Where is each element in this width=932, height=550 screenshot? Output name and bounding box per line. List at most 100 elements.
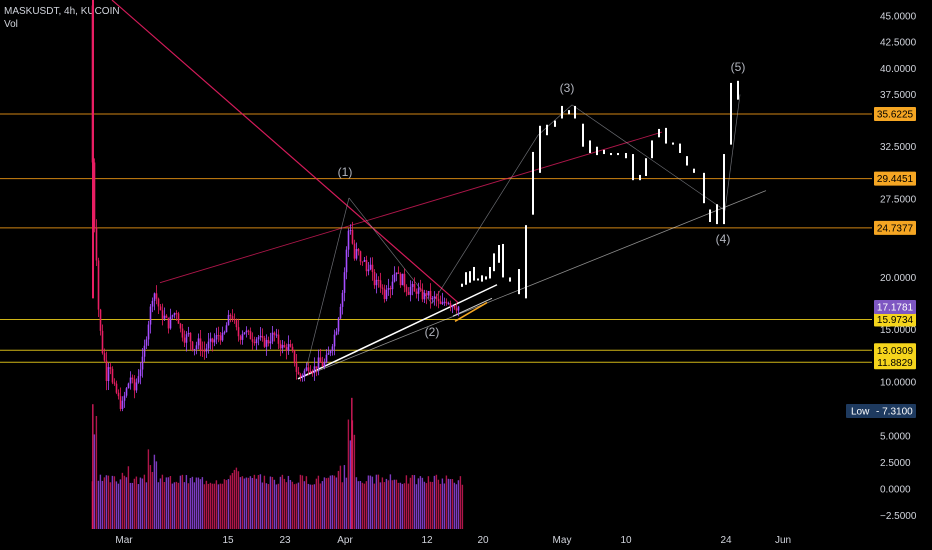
volume-bar bbox=[103, 477, 106, 529]
volume-bar bbox=[111, 475, 114, 529]
candle-body bbox=[219, 335, 222, 341]
candle-body bbox=[415, 291, 418, 294]
volume-bar bbox=[159, 478, 162, 529]
volume-bar bbox=[409, 477, 412, 529]
candle-body bbox=[309, 371, 312, 373]
volume-bar bbox=[131, 482, 134, 529]
candle-body bbox=[353, 243, 356, 259]
wave-labels: (1) (2) (3) (4) (5) bbox=[338, 60, 746, 339]
low-price-label: - 7.3100 bbox=[876, 407, 913, 418]
candle-body bbox=[157, 298, 160, 307]
volume-bar bbox=[391, 480, 394, 529]
level-price-label: 29.4451 bbox=[877, 174, 914, 185]
y-tick-label: 32.5000 bbox=[880, 142, 917, 153]
volume-bar bbox=[345, 477, 348, 529]
y-tick-label: −2.5000 bbox=[880, 511, 917, 522]
candle-body bbox=[153, 293, 156, 301]
volume-bar bbox=[411, 474, 414, 529]
candle-body bbox=[425, 293, 428, 296]
volume-bar bbox=[353, 434, 356, 529]
volume-bar bbox=[395, 479, 398, 529]
volume-bar bbox=[313, 484, 316, 529]
trend-line bbox=[297, 284, 498, 380]
volume-bar bbox=[309, 484, 312, 529]
candle-body bbox=[217, 335, 220, 337]
candle-body bbox=[163, 315, 166, 319]
volume-bar bbox=[143, 474, 146, 529]
volume-bar bbox=[407, 483, 410, 529]
trend-line bbox=[111, 0, 459, 303]
volume-bar bbox=[355, 477, 358, 529]
volume-bar bbox=[107, 475, 110, 529]
volume-bar bbox=[341, 482, 344, 529]
candle-body bbox=[197, 338, 200, 346]
candle-body bbox=[447, 303, 450, 305]
candle-body bbox=[345, 249, 348, 273]
y-tick-label: 15.0000 bbox=[880, 325, 917, 336]
volume-bar bbox=[435, 474, 438, 529]
projection-bar bbox=[645, 158, 647, 176]
projection-bar bbox=[477, 278, 479, 281]
volume-bar bbox=[241, 476, 244, 529]
candle-body bbox=[113, 382, 116, 384]
volume-bar bbox=[105, 475, 108, 529]
candle-body bbox=[357, 248, 360, 252]
volume-bar bbox=[431, 481, 434, 529]
volume-bar bbox=[101, 480, 104, 529]
x-tick-label: 15 bbox=[222, 535, 234, 546]
candle-body bbox=[421, 289, 424, 300]
candle-body bbox=[299, 374, 302, 377]
candle-body bbox=[261, 335, 264, 338]
volume-bar bbox=[317, 475, 320, 529]
candle-body bbox=[321, 362, 324, 367]
volume-bar bbox=[347, 419, 350, 529]
volume-bar bbox=[433, 475, 436, 529]
volume-bar bbox=[359, 480, 362, 529]
projection-bar bbox=[672, 142, 674, 145]
volume-bar bbox=[259, 474, 262, 529]
candle-body bbox=[427, 290, 430, 296]
volume-bar bbox=[385, 478, 388, 529]
candle-body bbox=[129, 377, 132, 384]
volume-bar bbox=[397, 482, 400, 529]
volume-bar bbox=[263, 475, 266, 529]
projection-bar bbox=[502, 243, 504, 278]
trend-line bbox=[305, 197, 350, 370]
volume-bar bbox=[423, 481, 426, 529]
candle-body bbox=[95, 227, 98, 261]
projection-bar bbox=[574, 105, 576, 119]
level-price-tag bbox=[874, 343, 916, 358]
volume-bar bbox=[193, 482, 196, 529]
candle-body bbox=[351, 230, 354, 244]
projection-bar bbox=[723, 154, 725, 225]
y-tick-label: 37.5000 bbox=[880, 90, 917, 101]
candle-body bbox=[193, 349, 196, 351]
volume-bar bbox=[207, 483, 210, 529]
candle-body bbox=[271, 332, 274, 342]
volume-bar bbox=[129, 482, 132, 529]
candle-body bbox=[435, 296, 438, 299]
level-price-label: 11.8829 bbox=[877, 358, 913, 369]
volume-bar bbox=[303, 481, 306, 529]
candle-body bbox=[433, 296, 436, 298]
chart-header: MASKUSDT, 4h, KUCOIN Vol bbox=[4, 5, 120, 31]
y-tick-label: 20.0000 bbox=[880, 273, 917, 284]
volume-bar bbox=[235, 467, 238, 529]
level-price-tag bbox=[874, 312, 916, 327]
candle-body bbox=[195, 345, 198, 350]
volume-bar bbox=[257, 475, 260, 529]
volume-bar bbox=[229, 475, 232, 529]
volume-bar bbox=[371, 476, 374, 529]
y-tick-label: 2.5000 bbox=[880, 458, 911, 469]
volume-bar bbox=[233, 469, 236, 529]
volume-bar bbox=[221, 483, 224, 529]
candle-body bbox=[417, 288, 420, 294]
volume-bar bbox=[349, 440, 352, 529]
projection-bar bbox=[485, 276, 487, 280]
candle-body bbox=[369, 264, 372, 270]
candle-body bbox=[327, 353, 330, 355]
volume-bar bbox=[375, 474, 378, 529]
volume-bar bbox=[217, 484, 220, 529]
x-tick-label: Apr bbox=[337, 535, 353, 546]
